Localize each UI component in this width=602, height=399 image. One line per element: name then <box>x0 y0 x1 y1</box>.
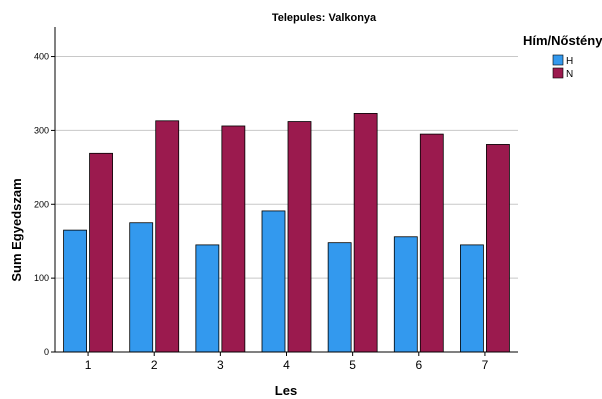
x-axis-title: Les <box>275 383 297 398</box>
bar-H-4 <box>261 210 286 353</box>
chart-title: Telepules: Valkonya <box>272 12 377 24</box>
legend: Hím/Nőstény HN <box>523 33 602 80</box>
bar-H-2 <box>129 222 154 353</box>
x-tick-label: 7 <box>482 358 489 372</box>
bars <box>63 113 510 353</box>
x-tick-label: 3 <box>217 358 224 372</box>
y-tick-label: 300 <box>34 125 49 135</box>
bar-N-5 <box>353 113 378 353</box>
bar-N-6 <box>419 133 444 353</box>
legend-swatch-H <box>552 54 564 66</box>
x-tick-label: 1 <box>85 358 92 372</box>
legend-label-H: H <box>566 56 573 67</box>
bar-N-1 <box>89 152 113 353</box>
x-tick-label: 2 <box>151 358 158 372</box>
bar-H-7 <box>460 244 484 353</box>
bar-N-7 <box>486 144 510 353</box>
bar-N-4 <box>287 121 312 353</box>
bar-H-6 <box>393 236 418 353</box>
legend-swatch-N <box>552 67 564 79</box>
y-tick-label: 200 <box>34 199 49 209</box>
y-tick-label: 400 <box>34 52 49 62</box>
bar-H-3 <box>195 244 220 353</box>
bar-H-5 <box>327 242 352 353</box>
gridlines <box>55 56 518 279</box>
legend-label-N: N <box>566 69 573 80</box>
x-tick-label: 6 <box>415 358 422 372</box>
x-axis-ticks: 1 2 3 4 5 6 7 <box>85 352 489 372</box>
bar-H-1 <box>63 229 87 353</box>
y-tick-label: 0 <box>44 347 49 357</box>
bar-N-2 <box>155 120 180 353</box>
y-axis-title: Sum Egyedszam <box>9 178 24 281</box>
y-tick-label: 100 <box>34 273 49 283</box>
x-tick-label: 5 <box>349 358 356 372</box>
legend-title: Hím/Nőstény <box>523 33 602 48</box>
bar-N-3 <box>221 125 246 353</box>
y-axis-ticks: 0 100 200 300 400 <box>34 52 55 357</box>
x-tick-label: 4 <box>283 358 290 372</box>
